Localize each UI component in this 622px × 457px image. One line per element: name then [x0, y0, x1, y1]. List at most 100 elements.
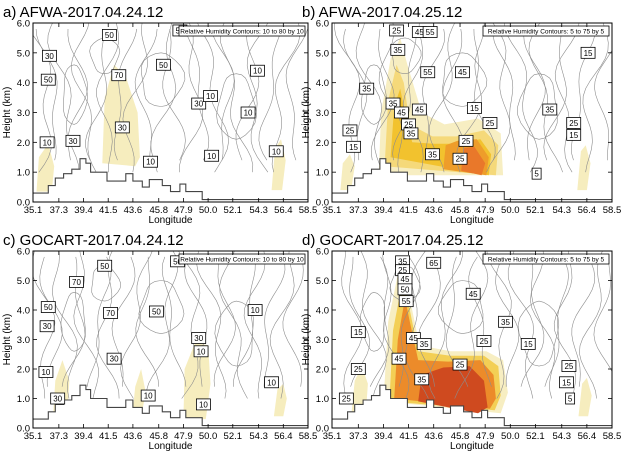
x-tick-label: 52.1 — [526, 431, 545, 442]
terrain-outline — [33, 158, 308, 201]
contour-label-box — [398, 295, 414, 308]
contour-label: 25 — [456, 361, 465, 370]
contour-label: 50 — [173, 257, 182, 266]
x-tick-label: 43.6 — [424, 205, 443, 216]
contour-label-box — [156, 58, 171, 71]
humidity-contour-line — [52, 251, 78, 399]
x-axis-label: Longitude — [450, 215, 494, 226]
terrain-fill — [332, 158, 612, 202]
contour-label: 30 — [110, 355, 119, 364]
contour-note: Relative Humidity Contours: 5 to 75 by 5 — [488, 28, 605, 35]
contour-label: 45 — [397, 109, 406, 118]
humidity-contour-line — [582, 23, 609, 173]
y-tick-label: 3.0 — [316, 335, 329, 346]
contour-label: 50 — [159, 61, 168, 70]
contour-label-box — [40, 73, 56, 86]
humidity-contour-line — [282, 256, 304, 387]
y-tick-label: 2.0 — [316, 138, 329, 149]
y-tick-label: 1.0 — [17, 394, 30, 405]
x-tick-label: 39.4 — [74, 431, 93, 442]
humidity-contour-line — [62, 64, 88, 125]
contour-label-box — [350, 363, 366, 375]
humidity-contour-line — [196, 251, 227, 399]
contour-label: 65 — [429, 259, 438, 268]
humidity-contour-line — [579, 251, 603, 399]
x-tick-label: 41.5 — [99, 431, 118, 442]
contour-label-box — [196, 398, 211, 411]
y-tick-label: 6.0 — [17, 247, 30, 258]
humidity-contour-line — [422, 28, 446, 161]
contour-label-box — [476, 335, 492, 347]
y-tick-label: 6.0 — [316, 247, 329, 258]
x-tick-label: 39.4 — [374, 431, 393, 442]
y-tick-label: 2.0 — [316, 365, 329, 376]
contour-label: 25 — [345, 126, 354, 135]
contour-label-box — [561, 360, 577, 372]
y-tick-label: 1.0 — [316, 394, 329, 405]
x-tick-label: 54.3 — [552, 431, 571, 442]
contour-label: 10 — [41, 368, 50, 377]
x-tick-label: 41.5 — [399, 205, 418, 216]
y-tick-label: 5.0 — [316, 48, 329, 59]
dust-concentration-region — [577, 145, 591, 191]
y-tick-label: 1.0 — [17, 168, 30, 179]
contour-label: 25 — [456, 155, 465, 164]
humidity-contour-line — [185, 28, 210, 161]
humidity-contour-line — [246, 23, 269, 173]
contour-label: 35 — [389, 100, 398, 109]
x-tick-label: 50.0 — [199, 431, 218, 442]
x-tick-label: 45.8 — [149, 431, 168, 442]
contour-label-box — [191, 97, 207, 110]
y-tick-label: 5.0 — [17, 48, 30, 59]
humidity-contour-line — [370, 28, 395, 161]
contour-label-box — [97, 259, 113, 272]
humidity-contour-line — [594, 49, 612, 161]
panel-title: d) GOCART-2017.04.25.12 — [302, 232, 484, 249]
x-tick-label: 35.1 — [24, 205, 43, 216]
contour-note-box — [178, 253, 306, 265]
y-tick-label: 0.0 — [17, 198, 30, 209]
contour-label-box — [580, 46, 596, 59]
contour-label: 50 — [152, 307, 161, 316]
humidity-contour-line — [39, 256, 63, 387]
panel-a: 50503050705010301010301030101010Relative… — [2, 4, 317, 226]
contour-label-box — [391, 352, 407, 365]
humidity-contour-line — [162, 28, 186, 161]
x-tick-label: 56.4 — [578, 205, 597, 216]
x-tick-label: 56.4 — [578, 431, 597, 442]
humidity-contour-line — [492, 28, 516, 161]
terrain-outline — [332, 384, 612, 427]
contour-label: 50 — [44, 303, 53, 312]
contour-label-box — [264, 376, 279, 389]
contour-label-box — [359, 82, 375, 95]
y-tick-label: 4.0 — [316, 78, 329, 89]
humidity-contour-line — [359, 291, 386, 352]
y-tick-label: 3.0 — [17, 108, 30, 119]
humidity-contour-line — [111, 256, 136, 387]
humidity-contour-line — [146, 251, 179, 399]
contour-label: 70 — [106, 309, 115, 318]
contour-label: 50 — [100, 262, 109, 271]
x-tick-label: 58.5 — [603, 205, 622, 216]
contour-label-box — [39, 136, 55, 149]
contour-label-box — [101, 29, 117, 41]
dust-concentration-region — [36, 143, 55, 192]
contour-label: 50 — [401, 285, 410, 294]
contour-label: 15 — [569, 131, 578, 140]
contour-label: 70 — [114, 71, 123, 80]
contour-label-box — [397, 283, 413, 296]
contour-label: 30 — [118, 123, 127, 132]
contour-label-box — [40, 301, 56, 313]
contour-label: 55 — [402, 297, 411, 306]
contour-label: 30 — [194, 100, 203, 109]
x-tick-label: 47.9 — [174, 205, 193, 216]
humidity-contour-line — [454, 251, 489, 399]
contour-label: 25 — [398, 266, 407, 275]
humidity-contour-line — [438, 280, 484, 334]
contour-label: 10 — [199, 400, 208, 409]
contour-label-box — [114, 121, 130, 134]
dust-concentration-region — [102, 64, 140, 167]
humidity-contour-line — [70, 23, 97, 173]
terrain-outline — [332, 158, 612, 201]
x-tick-label: 41.5 — [399, 431, 418, 442]
